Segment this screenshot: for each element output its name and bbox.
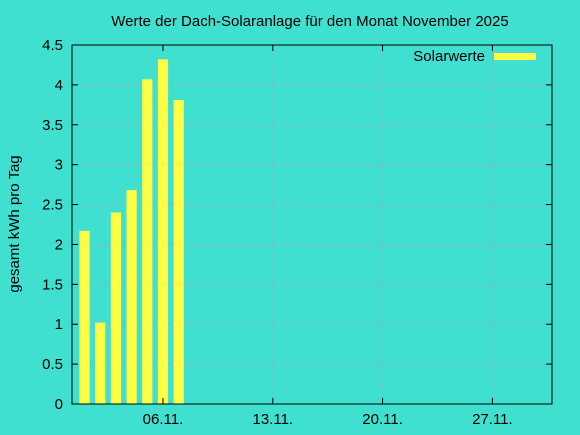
- y-tick-label: 1.5: [42, 276, 63, 293]
- y-tick-label: 4: [55, 77, 63, 94]
- x-tick-label: 20.11.: [362, 411, 403, 428]
- y-tick-label: 2.5: [42, 197, 63, 214]
- legend: Solarwerte: [413, 48, 536, 65]
- legend-swatch: [494, 53, 536, 60]
- y-tick-label: 4.5: [42, 37, 63, 54]
- bar: [142, 79, 153, 404]
- chart-title: Werte der Dach-Solaranlage für den Monat…: [111, 13, 508, 30]
- x-tick-label: 27.11.: [472, 411, 513, 428]
- y-tick-label: 2: [55, 236, 63, 253]
- bar-series: [79, 59, 184, 405]
- y-tick-label: 1: [55, 316, 63, 333]
- y-tick-label: 0.5: [42, 356, 63, 373]
- axes: 0 0.5 1 1.5 2 2.5 3 3.5 4 4.5 06.11. 13.11. 20.11. 27…: [42, 37, 553, 428]
- y-tick-label: 3: [55, 157, 63, 174]
- bar: [110, 212, 122, 404]
- y-axis-label: gesamt kWh pro Tag: [6, 155, 23, 292]
- x-tick-label: 06.11.: [143, 411, 184, 428]
- y-tick-label: 3.5: [42, 117, 63, 134]
- y-tick-label: 0: [55, 396, 63, 413]
- bar: [157, 59, 169, 405]
- x-tick-label: 13.11.: [252, 411, 293, 428]
- bar: [95, 322, 106, 404]
- bar: [79, 230, 90, 404]
- bar: [173, 100, 184, 405]
- legend-label: Solarwerte: [413, 48, 485, 65]
- plot-frame: [71, 44, 553, 405]
- bar: [126, 190, 137, 404]
